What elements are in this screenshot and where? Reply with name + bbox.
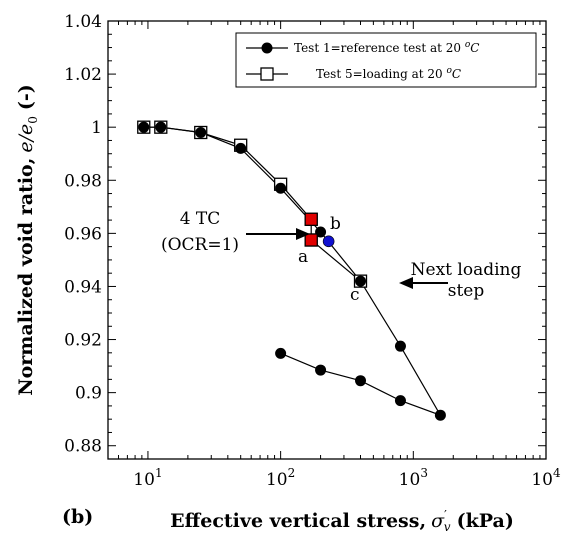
annotation-next-line1: Next loading	[411, 260, 522, 280]
annotations: 4 TC (OCR=1) a b c Next loading step	[161, 209, 522, 305]
y-tick-label: 1	[91, 118, 102, 138]
highlight-point-red	[304, 233, 318, 247]
data-point-test-1	[138, 121, 150, 133]
annotation-label-a: a	[298, 247, 308, 267]
y-tick-label: 0.98	[64, 171, 102, 191]
y-tick-label: 1.02	[64, 65, 102, 85]
annotation-tc-line1: 4 TC	[180, 209, 221, 229]
data-point-test-1	[275, 347, 287, 359]
annotation-tc-line2: (OCR=1)	[161, 235, 239, 255]
data-point-test-1	[355, 275, 367, 287]
data-point-test-1	[355, 375, 367, 387]
y-tick-label: 0.9	[75, 384, 102, 404]
legend-marker-test-1	[261, 42, 273, 54]
data-point-test-1	[315, 364, 327, 376]
plot-frame	[107, 20, 547, 460]
data-point-test-1	[394, 395, 406, 407]
legend-marker-test-5	[260, 67, 274, 81]
data-point-test-1	[155, 121, 167, 133]
annotation-next-line2: step	[448, 281, 485, 301]
series-line-test-1	[143, 126, 442, 417]
annotation-label-c: c	[350, 285, 360, 305]
legend-label-test-1: Test 1=reference test at 20 oC	[294, 40, 479, 55]
legend-box	[235, 32, 537, 88]
highlighted-points	[304, 212, 335, 248]
panel-label: (b)	[62, 506, 93, 528]
y-tick-label: 0.88	[64, 437, 102, 457]
y-tick-label: 1.04	[64, 12, 102, 32]
highlight-point-blue	[322, 235, 335, 248]
x-tick-label: 101	[133, 466, 162, 490]
legend: Test 1=reference test at 20 oC Test 5=lo…	[235, 32, 537, 88]
y-axis-title: Normalized void ratio,e/e0(-)	[15, 84, 40, 396]
data-point-test-1	[315, 226, 327, 238]
x-axis: 101 102 103 104	[107, 21, 561, 490]
legend-label-test-5: Test 5=loading at 20 oC	[316, 66, 461, 81]
highlight-point-red	[304, 212, 318, 226]
data-markers	[137, 120, 446, 421]
annotation-tc-arrowhead	[296, 228, 310, 240]
annotation-label-b: b	[330, 214, 341, 234]
data-point-test-1	[195, 126, 207, 138]
data-point-test-1	[235, 142, 247, 154]
x-axis-title: Effective vertical stress, σ′ v (kPa)	[170, 508, 514, 534]
x-tick-label: 102	[266, 466, 295, 490]
y-tick-label: 0.96	[64, 224, 102, 244]
x-tick-label: 104	[531, 466, 561, 490]
data-point-test-1	[434, 409, 446, 421]
y-tick-label: 0.92	[64, 331, 102, 351]
data-point-test-1	[275, 182, 287, 194]
series-line-test-5	[143, 126, 361, 282]
annotation-next-arrowhead	[399, 277, 413, 289]
x-tick-label: 103	[399, 466, 428, 490]
data-point-test-1	[394, 340, 406, 352]
y-axis: 0.88 0.9 0.92 0.94 0.96 0.98 1 1.02 1.04	[64, 12, 546, 457]
y-tick-label: 0.94	[64, 277, 102, 297]
